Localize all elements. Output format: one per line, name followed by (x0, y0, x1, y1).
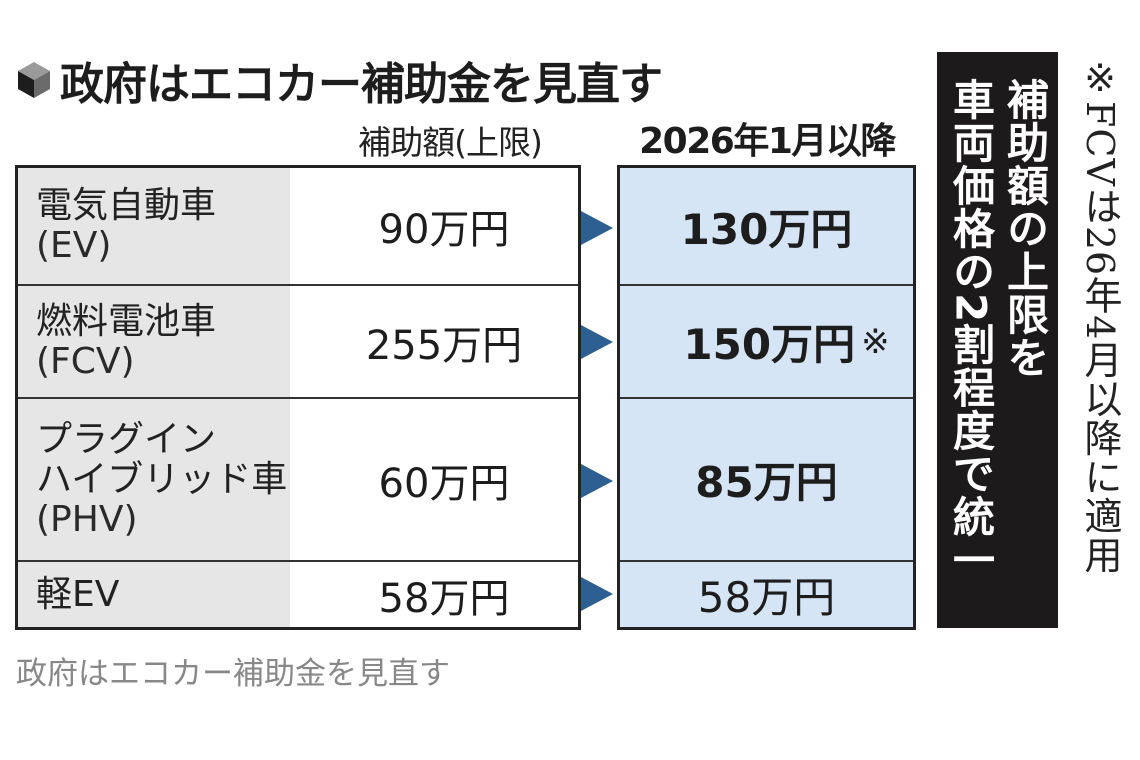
current-subsidy-table: 電気自動車 (EV) 90万円 燃料電池車 (FCV) 255万円 プラグイン … (15, 165, 581, 630)
new-amount-cell: 150万円 ※ (620, 286, 913, 397)
table-row-phv-new: 85万円 (620, 399, 913, 562)
arrow-right-icon (581, 464, 613, 498)
banner-line-1: 補助額の上限を (1000, 78, 1050, 379)
cube-icon (18, 62, 50, 98)
column-header-current: 補助額(上限) (358, 123, 543, 162)
vehicle-label-cell: 軽EV (18, 562, 290, 627)
vehicle-abbr: (EV) (36, 225, 112, 266)
new-amount-cell: 58万円 (620, 562, 913, 627)
table-row-kei-ev: 軽EV 58万円 (18, 562, 578, 627)
vehicle-abbr: (PHV) (36, 498, 138, 540)
vehicle-type: プラグイン (36, 418, 217, 460)
new-subsidy-table: 130万円 150万円 ※ 85万円 58万円 (617, 165, 916, 630)
table-row-kei-ev-new: 58万円 (620, 562, 913, 627)
table-row-fcv: 燃料電池車 (FCV) 255万円 (18, 286, 578, 399)
banner-line-2: 車両価格の2割程度で統一 (946, 78, 996, 582)
current-amount: 60万円 (378, 460, 510, 507)
vehicle-type-line2: ハイブリッド車 (36, 458, 288, 500)
new-amount-cell: 130万円 (620, 168, 913, 284)
arrow-right-icon (581, 211, 613, 245)
new-amount: 85万円 (695, 458, 838, 507)
vehicle-abbr: (FCV) (36, 340, 135, 382)
arrow-right-icon (581, 577, 613, 611)
vehicle-label-cell: プラグイン ハイブリッド車 (PHV) (18, 399, 290, 560)
new-amount-cell: 85万円 (620, 399, 913, 560)
footnote: ※FCVは26年4月以降に適用 (1078, 56, 1122, 575)
image-caption: 政府はエコカー補助金を見直す (16, 656, 450, 692)
table-row-fcv-new: 150万円 ※ (620, 286, 913, 399)
vehicle-type: 燃料電池車 (36, 300, 217, 342)
title-text: 政府はエコカー補助金を見直す (60, 59, 663, 110)
current-amount: 90万円 (378, 207, 510, 253)
infographic-title: 政府はエコカー補助金を見直す (16, 50, 663, 110)
arrow-right-icon (581, 325, 613, 359)
current-amount: 58万円 (378, 575, 510, 622)
column-header-new: 2026年1月以降 (639, 121, 896, 162)
new-amount: 130万円 (680, 204, 853, 254)
footnote-mark: ※ (861, 321, 890, 362)
table-row-ev: 電気自動車 (EV) 90万円 (18, 168, 578, 286)
vehicle-type: 軽EV (36, 573, 120, 615)
table-row-ev-new: 130万円 (620, 168, 913, 286)
summary-banner: 補助額の上限を 車両価格の2割程度で統一 (937, 52, 1058, 628)
table-row-phv: プラグイン ハイブリッド車 (PHV) 60万円 (18, 399, 578, 562)
vehicle-label-cell: 燃料電池車 (FCV) (18, 286, 290, 397)
current-amount: 255万円 (365, 322, 523, 369)
new-amount: 150万円 (683, 320, 856, 369)
vehicle-type: 電気自動車 (36, 185, 217, 226)
new-amount: 58万円 (697, 573, 836, 622)
vehicle-label-cell: 電気自動車 (EV) (18, 168, 290, 284)
